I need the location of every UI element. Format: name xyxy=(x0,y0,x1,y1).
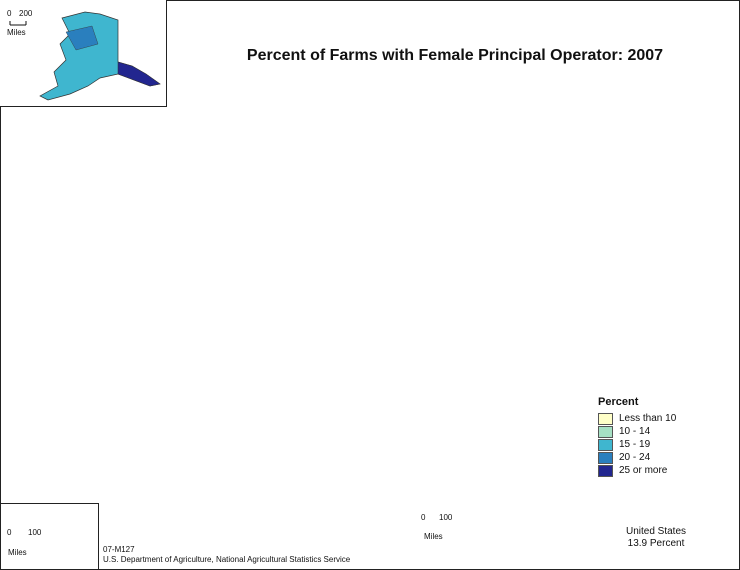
main-scale-max: 100 xyxy=(439,513,453,522)
legend-swatch xyxy=(598,464,613,477)
alaska-scale-unit: Miles xyxy=(7,28,26,37)
main-scale-min: 0 xyxy=(421,513,426,522)
legend-swatch xyxy=(598,412,613,425)
alaska-scale-min: 0 xyxy=(7,9,12,18)
hawaii-scale-min: 0 xyxy=(7,528,12,537)
legend-swatch xyxy=(598,438,613,451)
hawaii-inset-frame xyxy=(0,503,99,570)
main-scale-unit: Miles xyxy=(424,532,443,541)
map-title: Percent of Farms with Female Principal O… xyxy=(246,47,664,64)
legend-label: 20 - 24 xyxy=(619,452,651,463)
hawaii-scale-max: 100 xyxy=(28,528,42,537)
legend-swatch xyxy=(598,451,613,464)
hawaii-scale-unit: Miles xyxy=(8,548,27,557)
legend-label: Less than 10 xyxy=(619,413,677,424)
legend-label: 10 - 14 xyxy=(619,426,651,437)
us-summary: United States 13.9 Percent xyxy=(606,526,706,550)
summary-percent: 13.9 Percent xyxy=(627,538,685,549)
footer: 07-M127 U.S. Department of Agriculture, … xyxy=(103,545,350,565)
legend-label: 25 or more xyxy=(619,465,668,476)
legend-label: 15 - 19 xyxy=(619,439,651,450)
legend-item: Less than 10 xyxy=(598,412,676,425)
legend-item: 15 - 19 xyxy=(598,438,676,451)
legend-title: Percent xyxy=(598,396,639,408)
legend-item: 20 - 24 xyxy=(598,451,676,464)
legend-item: 25 or more xyxy=(598,464,676,477)
alaska-inset-frame xyxy=(0,0,167,107)
alaska-scale-max: 200 xyxy=(19,9,33,18)
legend-swatch xyxy=(598,425,613,438)
alaska-inset xyxy=(0,0,166,106)
legend: Percent Less than 10 10 - 14 15 - 19 20 … xyxy=(598,396,676,477)
legend-item: 10 - 14 xyxy=(598,425,676,438)
summary-region: United States xyxy=(625,526,687,537)
map-id: 07-M127 xyxy=(103,545,135,554)
source-credit: U.S. Department of Agriculture, National… xyxy=(103,555,351,564)
